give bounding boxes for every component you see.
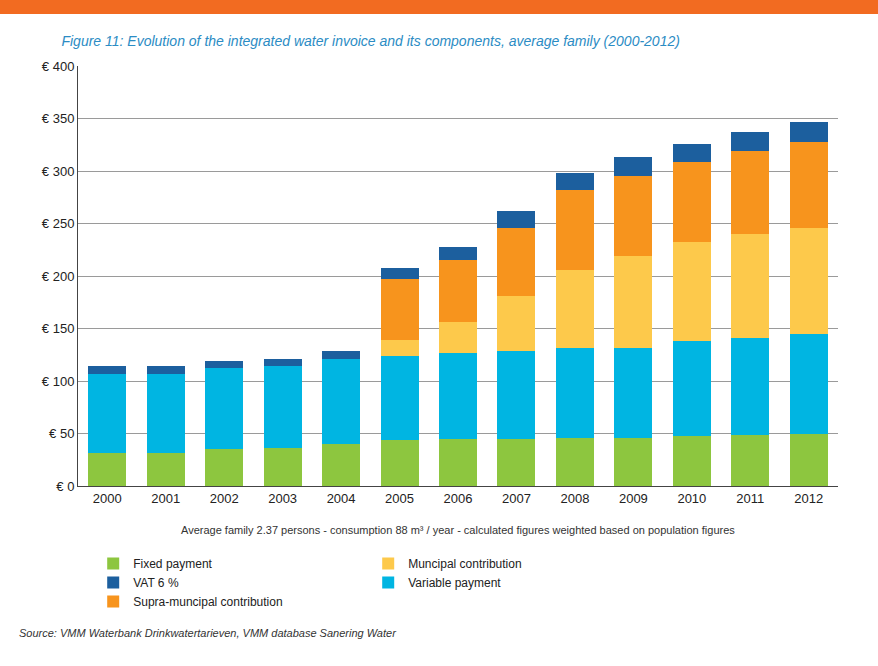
svg-text:€ 100: € 100 — [42, 374, 75, 389]
svg-text:2012: 2012 — [794, 491, 823, 506]
svg-text:2008: 2008 — [560, 491, 589, 506]
svg-text:Average family 2.37 persons -: Average family 2.37 persons - consumptio… — [181, 524, 735, 536]
svg-text:VAT 6 %: VAT 6 % — [133, 576, 179, 590]
svg-text:€ 200: € 200 — [42, 269, 75, 284]
svg-text:€ 0: € 0 — [56, 479, 74, 494]
svg-text:€ 250: € 250 — [42, 216, 75, 231]
svg-text:€ 150: € 150 — [42, 321, 75, 336]
svg-text:Source: VMM Waterbank Drinkwat: Source: VMM Waterbank Drinkwatertarieven… — [19, 627, 397, 639]
svg-text:Muncipal contribution: Muncipal contribution — [408, 557, 521, 571]
svg-text:2004: 2004 — [327, 491, 356, 506]
svg-text:Variable payment: Variable payment — [408, 576, 501, 590]
svg-text:2010: 2010 — [677, 491, 706, 506]
svg-text:2000: 2000 — [93, 491, 122, 506]
svg-text:€ 350: € 350 — [42, 111, 75, 126]
svg-text:2011: 2011 — [736, 491, 764, 506]
svg-text:2002: 2002 — [210, 491, 239, 506]
svg-text:€ 400: € 400 — [42, 59, 75, 74]
svg-text:€ 50: € 50 — [49, 426, 74, 441]
svg-text:2001: 2001 — [151, 491, 180, 506]
svg-text:€ 300: € 300 — [42, 164, 75, 179]
svg-text:Fixed payment: Fixed payment — [133, 557, 212, 571]
svg-text:Supra-muncipal contribution: Supra-muncipal contribution — [133, 595, 282, 609]
svg-text:2003: 2003 — [268, 491, 297, 506]
svg-text:Figure 11: Evolution of the in: Figure 11: Evolution of the integrated w… — [61, 33, 679, 49]
svg-text:2009: 2009 — [619, 491, 648, 506]
svg-text:2005: 2005 — [385, 491, 414, 506]
svg-text:2006: 2006 — [444, 491, 473, 506]
svg-text:2007: 2007 — [502, 491, 531, 506]
